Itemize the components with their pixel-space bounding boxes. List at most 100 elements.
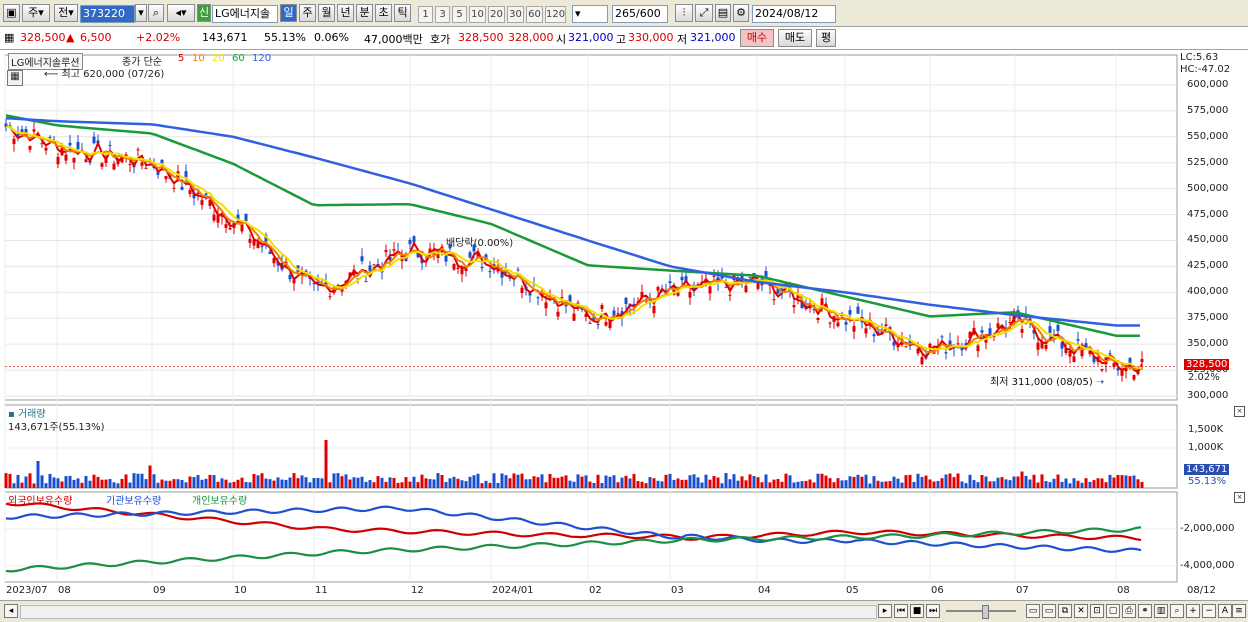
candle-icon[interactable]: ⫶ bbox=[675, 4, 693, 22]
hc-label: HC:-47.02 bbox=[1180, 64, 1231, 75]
candle-body bbox=[1132, 375, 1136, 380]
date-field[interactable]: 2024/08/12 bbox=[752, 5, 836, 23]
buy-button[interactable]: 매수 bbox=[740, 29, 774, 47]
last-icon[interactable]: ⏭ bbox=[926, 604, 940, 618]
volume-bar bbox=[820, 473, 824, 488]
volume-bar bbox=[584, 475, 588, 488]
count-field[interactable]: 265/600 bbox=[612, 5, 668, 23]
candle-body bbox=[48, 136, 52, 138]
window-icon[interactable]: ▢ bbox=[1106, 604, 1120, 618]
bid-label: 호가 bbox=[430, 33, 451, 46]
interval-7[interactable]: 120 bbox=[545, 6, 566, 23]
volume-bar bbox=[992, 481, 996, 488]
interval-1[interactable]: 3 bbox=[435, 6, 450, 23]
sound-icon[interactable]: ◂▾ bbox=[167, 4, 195, 22]
volume-bar bbox=[1128, 476, 1132, 488]
grid-toggle-icon[interactable]: ▦ bbox=[7, 70, 23, 86]
volume-bar bbox=[832, 482, 836, 488]
first-icon[interactable]: ⏮ bbox=[894, 604, 908, 618]
interval-2[interactable]: 5 bbox=[452, 6, 467, 23]
font-icon[interactable]: A bbox=[1218, 604, 1232, 618]
candle-body bbox=[1020, 329, 1024, 333]
volume-bar bbox=[460, 480, 464, 488]
volume-bar bbox=[540, 474, 544, 488]
volume-bar bbox=[464, 481, 468, 488]
interval-select[interactable]: ▾ bbox=[572, 5, 608, 23]
gear-icon[interactable]: ⚙ bbox=[733, 4, 749, 22]
ma-line-0 bbox=[6, 126, 1143, 374]
save-icon[interactable]: ▤ bbox=[715, 4, 731, 22]
close-icon[interactable]: × bbox=[1234, 492, 1245, 503]
zoom-out-icon[interactable]: − bbox=[1202, 604, 1216, 618]
prefix-select[interactable]: 전▾ bbox=[54, 4, 78, 22]
interval-6[interactable]: 60 bbox=[526, 6, 543, 23]
candle-body bbox=[360, 256, 364, 262]
candle-body bbox=[920, 357, 924, 365]
draw-icon[interactable]: ⤢ bbox=[695, 4, 713, 22]
chart-area: LG에너지솔루션 종가 단순 5 10 20 60 120 ▦ ⟵ 최고 620,000… bbox=[0, 50, 1248, 605]
candle-body bbox=[756, 282, 760, 289]
volume-bar bbox=[812, 482, 816, 488]
scroll-left-icon[interactable]: ◂ bbox=[4, 604, 18, 618]
candle-body bbox=[560, 297, 564, 299]
candle-body bbox=[384, 250, 388, 253]
interval-4[interactable]: 20 bbox=[488, 6, 505, 23]
volume-bar bbox=[76, 478, 80, 488]
print-icon[interactable]: ⎙ bbox=[1122, 604, 1136, 618]
tab-period-4[interactable]: 분 bbox=[356, 4, 373, 22]
price-panel-title: LG에너지솔루션 bbox=[8, 53, 83, 70]
link-icon[interactable]: ⚭ bbox=[1138, 604, 1152, 618]
flat-button[interactable]: 평 bbox=[816, 29, 836, 47]
type-select[interactable]: 주▾ bbox=[22, 4, 50, 22]
interval-3[interactable]: 10 bbox=[469, 6, 486, 23]
volume-bar bbox=[972, 480, 976, 488]
volume-bar bbox=[836, 478, 840, 488]
volume-bar bbox=[1072, 478, 1076, 488]
scroll-right-icon[interactable]: ▸ bbox=[878, 604, 892, 618]
stock-name-field[interactable]: LG에너지솔 bbox=[212, 5, 278, 23]
volume-bar bbox=[1108, 474, 1112, 488]
capture-icon[interactable]: ⊡ bbox=[1090, 604, 1104, 618]
volume-bar bbox=[956, 473, 960, 488]
zoom-slider-handle[interactable] bbox=[982, 605, 989, 619]
tab-period-0[interactable]: 일 bbox=[280, 4, 297, 22]
search-icon[interactable]: ⌕ bbox=[148, 4, 164, 22]
low-note: 최저 311,000 (08/05) ➝ bbox=[990, 373, 1104, 388]
code-input[interactable]: 373220 bbox=[80, 5, 135, 23]
tab-period-3[interactable]: 년 bbox=[337, 4, 354, 22]
volume-bar bbox=[92, 474, 96, 488]
volume-bar bbox=[1004, 479, 1008, 488]
search-icon[interactable]: ⌕ bbox=[1170, 604, 1184, 618]
tab-period-1[interactable]: 주 bbox=[299, 4, 316, 22]
interval-5[interactable]: 30 bbox=[507, 6, 524, 23]
candle-body bbox=[268, 251, 272, 255]
window-menu-icon[interactable]: ▣ bbox=[3, 4, 20, 22]
candle-body bbox=[676, 292, 680, 296]
code-dropdown-icon[interactable]: ▾ bbox=[135, 4, 147, 22]
cross-icon[interactable]: ✕ bbox=[1074, 604, 1088, 618]
candle-body bbox=[928, 343, 932, 350]
zoom-slider[interactable] bbox=[946, 610, 1016, 612]
layout-icon[interactable]: ▥ bbox=[1154, 604, 1168, 618]
copy-icon[interactable]: ⧉ bbox=[1058, 604, 1072, 618]
volume-bar bbox=[816, 473, 820, 488]
close-icon[interactable]: × bbox=[1234, 406, 1245, 417]
volume-bar bbox=[560, 476, 564, 488]
ma-legend-2: 20 bbox=[212, 53, 225, 64]
volume-bar bbox=[1136, 479, 1140, 488]
scrollbar-track[interactable] bbox=[20, 605, 877, 619]
tab-period-6[interactable]: 틱 bbox=[394, 4, 411, 22]
volume-bar bbox=[372, 482, 376, 488]
tab-period-5[interactable]: 초 bbox=[375, 4, 392, 22]
compare-icon[interactable]: ▭ bbox=[1042, 604, 1056, 618]
chart-type-icon[interactable]: ▭ bbox=[1026, 604, 1040, 618]
candle-body bbox=[980, 330, 984, 333]
zoom-in-icon[interactable]: + bbox=[1186, 604, 1200, 618]
stop-icon[interactable]: ■ bbox=[910, 604, 924, 618]
tab-period-2[interactable]: 월 bbox=[318, 4, 335, 22]
candle-body bbox=[112, 163, 116, 170]
sell-button[interactable]: 매도 bbox=[778, 29, 812, 47]
settings-icon[interactable]: ≡ bbox=[1232, 604, 1246, 618]
interval-0[interactable]: 1 bbox=[418, 6, 433, 23]
candle-body bbox=[960, 347, 964, 351]
